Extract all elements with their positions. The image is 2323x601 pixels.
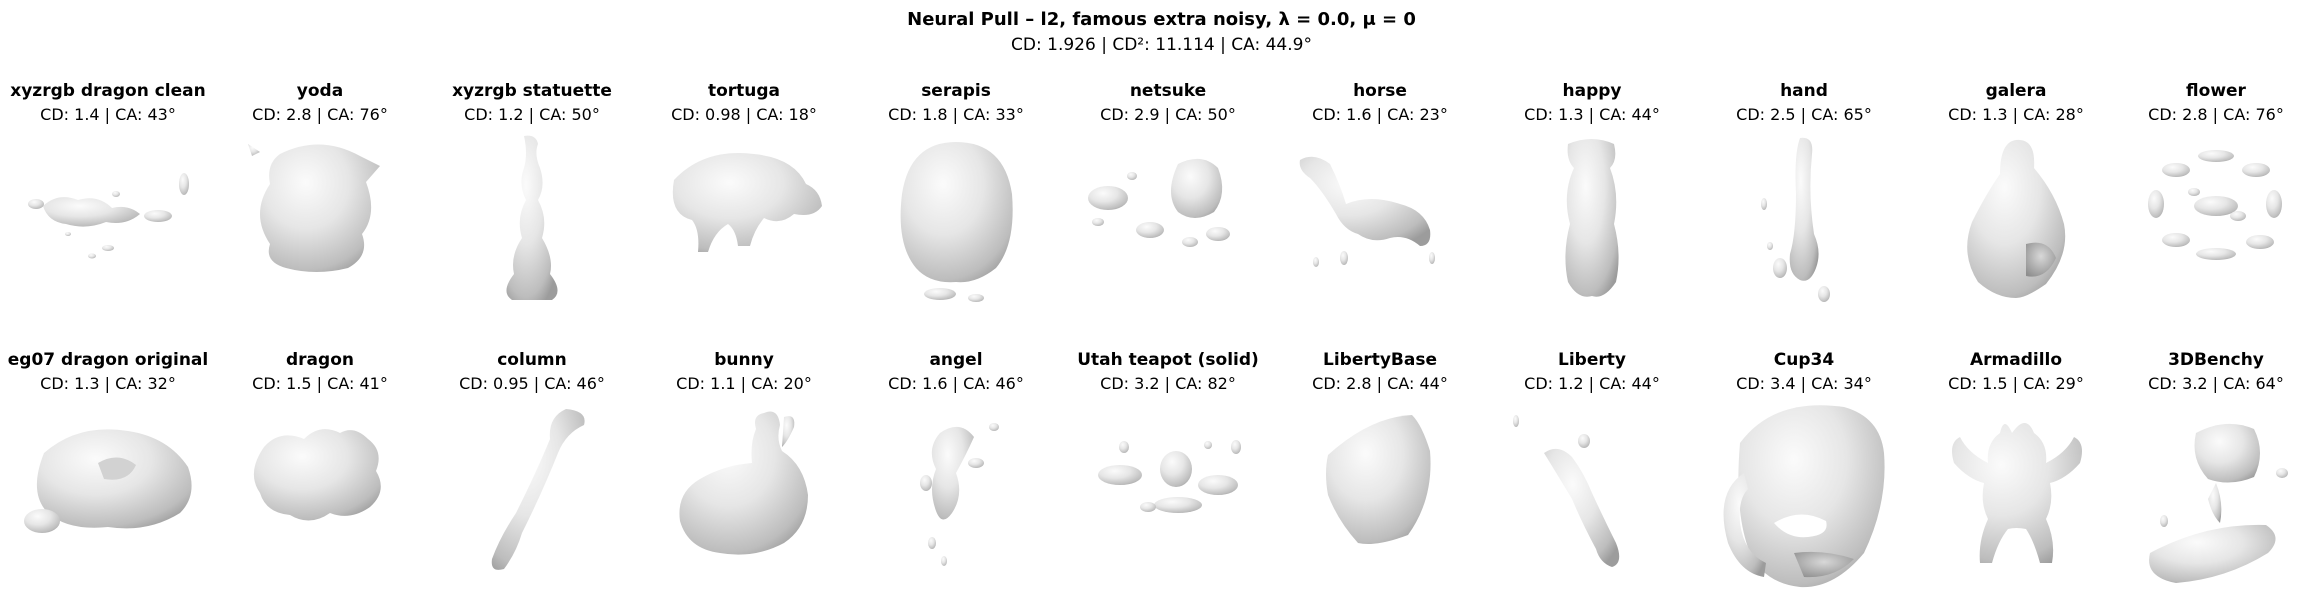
model-name: dragon (286, 350, 354, 370)
model-name: happy (1562, 81, 1622, 101)
model-metrics: CD: 2.8 | CA: 76° (252, 105, 388, 124)
model-metrics: CD: 2.9 | CA: 50° (1100, 105, 1236, 124)
model-metrics: CD: 1.4 | CA: 43° (40, 105, 176, 124)
thumbnail-cell: LibertyBase CD: 2.8 | CA: 44° (1275, 349, 1485, 563)
thumbnail-cell: netsuke CD: 2.9 | CA: 50° (1063, 80, 1273, 274)
angel-fragments-icon (920, 423, 999, 566)
column-icon (491, 409, 585, 570)
model-name: hand (1780, 81, 1828, 101)
thumbnail-cell: bunny CD: 1.1 | CA: 20° (639, 349, 849, 573)
model-name: serapis (921, 81, 991, 101)
model-metrics: CD: 1.2 | CA: 50° (464, 105, 600, 124)
thumbnail-cell: angel CD: 1.6 | CA: 46° (851, 349, 1061, 583)
liberty-base-icon (1326, 415, 1431, 544)
model-metrics: CD: 1.1 | CA: 20° (676, 374, 812, 393)
model-metrics: CD: 2.8 | CA: 76° (2148, 105, 2284, 124)
figure-header: Neural Pull – l2, famous extra noisy, λ … (0, 8, 2323, 57)
model-metrics: CD: 0.98 | CA: 18° (671, 105, 817, 124)
thumbnail-cell: serapis CD: 1.8 | CA: 33° (851, 80, 1061, 314)
happy-buddha-icon (1565, 139, 1619, 297)
model-metrics: CD: 1.8 | CA: 33° (888, 105, 1024, 124)
model-name: yoda (296, 81, 344, 101)
thumbnail-cell: tortuga CD: 0.98 | CA: 18° (639, 80, 849, 274)
thumbnail-cell: 3DBenchy CD: 3.2 | CA: 64° (2111, 349, 2321, 593)
liberty-icon (1513, 415, 1620, 567)
model-name: xyzrgb statuette (452, 81, 612, 101)
model-name: galera (1985, 81, 2047, 101)
model-name: eg07 dragon original (7, 350, 209, 370)
hand-icon (1761, 137, 1830, 302)
thumbnail-cell: hand CD: 2.5 | CA: 65° (1699, 80, 1909, 314)
armadillo-icon (1952, 423, 2082, 563)
thumbnail-cell: xyzrgb dragon clean CD: 1.4 | CA: 43° (3, 80, 213, 274)
model-metrics: CD: 2.5 | CA: 65° (1736, 105, 1872, 124)
thumbnail-cell: column CD: 0.95 | CA: 46° (427, 349, 637, 583)
model-metrics: CD: 0.95 | CA: 46° (459, 374, 605, 393)
thumbnail-cell: flower CD: 2.8 | CA: 76° (2111, 80, 2321, 284)
netsuke-fragments-icon (1088, 158, 1230, 247)
thumbnail-cell: Utah teapot (solid) CD: 3.2 | CA: 82° (1063, 349, 1273, 553)
bunny-icon (679, 411, 808, 555)
model-metrics: CD: 3.2 | CA: 82° (1100, 374, 1236, 393)
model-metrics: CD: 3.4 | CA: 34° (1736, 374, 1872, 393)
model-name: netsuke (1129, 81, 1207, 101)
model-name: Cup34 (1773, 350, 1835, 370)
thumbnail-cell: happy CD: 1.3 | CA: 44° (1487, 80, 1697, 314)
model-metrics: CD: 1.5 | CA: 29° (1948, 374, 2084, 393)
model-metrics: CD: 1.2 | CA: 44° (1524, 374, 1660, 393)
model-metrics: CD: 1.3 | CA: 32° (40, 374, 176, 393)
thumbnail-cell: Liberty CD: 1.2 | CA: 44° (1487, 349, 1697, 583)
benchy-icon (2149, 423, 2288, 583)
flower-ring-icon (2148, 150, 2282, 260)
figure-summary: CD: 1.926 | CD²: 11.114 | CA: 44.9° (1011, 35, 1312, 55)
model-name: Utah teapot (solid) (1077, 350, 1259, 370)
model-metrics: CD: 1.3 | CA: 28° (1948, 105, 2084, 124)
model-name: Liberty (1558, 350, 1626, 370)
tortuga-icon (672, 153, 822, 252)
thumbnail-cell: dragon CD: 1.5 | CA: 41° (215, 349, 425, 553)
model-name: tortuga (707, 81, 781, 101)
figure-title: Neural Pull – l2, famous extra noisy, λ … (907, 9, 1416, 30)
model-name: xyzrgb dragon clean (10, 81, 206, 101)
model-metrics: CD: 1.6 | CA: 23° (1312, 105, 1448, 124)
teapot-fragments-icon (1098, 440, 1241, 513)
horse-icon (1299, 156, 1435, 267)
thumbnail-cell: Cup34 CD: 3.4 | CA: 34° (1699, 349, 1909, 593)
galera-icon (1967, 139, 2066, 298)
statuette-icon (506, 135, 558, 300)
model-metrics: CD: 2.8 | CA: 44° (1312, 374, 1448, 393)
model-name: column (497, 350, 567, 370)
thumbnail-cell: xyzrgb statuette CD: 1.2 | CA: 50° (427, 80, 637, 314)
model-name: horse (1353, 81, 1407, 101)
eg07-dragon-icon (24, 429, 192, 533)
dragon-fragments-icon (28, 173, 189, 259)
model-name: LibertyBase (1322, 350, 1438, 370)
yoda-blob-icon (248, 144, 380, 272)
thumbnail-cell: eg07 dragon original CD: 1.3 | CA: 32° (3, 349, 213, 553)
model-metrics: CD: 1.5 | CA: 41° (252, 374, 388, 393)
model-name: angel (929, 350, 983, 370)
dragon-blob-icon (253, 429, 381, 521)
thumbnail-cell: galera CD: 1.3 | CA: 28° (1911, 80, 2121, 314)
cup-icon (1723, 405, 1885, 588)
model-metrics: CD: 1.6 | CA: 46° (888, 374, 1024, 393)
model-name: flower (2186, 81, 2246, 101)
thumbnail-cell: horse CD: 1.6 | CA: 23° (1275, 80, 1485, 284)
model-metrics: CD: 3.2 | CA: 64° (2148, 374, 2284, 393)
model-name: bunny (714, 350, 774, 370)
model-name: 3DBenchy (2168, 350, 2264, 370)
thumbnail-cell: yoda CD: 2.8 | CA: 76° (215, 80, 425, 274)
model-name: Armadillo (1969, 350, 2063, 370)
serapis-head-icon (900, 142, 1013, 302)
model-metrics: CD: 1.3 | CA: 44° (1524, 105, 1660, 124)
thumbnail-cell: Armadillo CD: 1.5 | CA: 29° (1911, 349, 2121, 583)
